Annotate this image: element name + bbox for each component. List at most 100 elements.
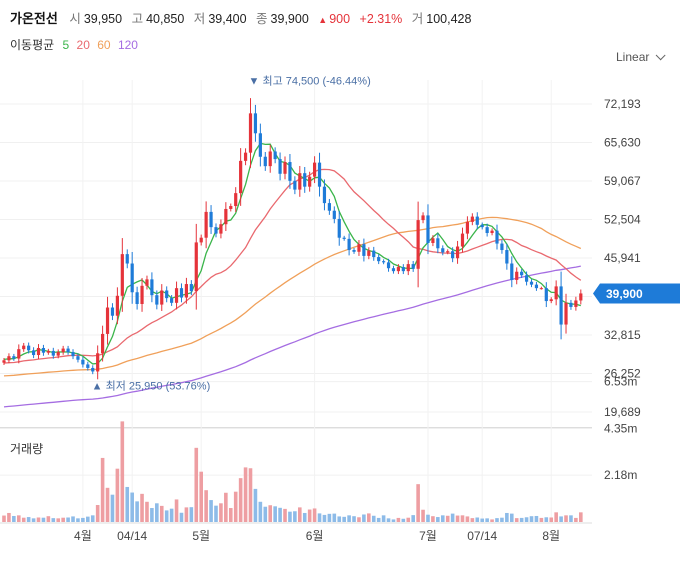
ma5-line xyxy=(3,142,581,365)
candle-body xyxy=(505,250,509,264)
volume-bar xyxy=(475,517,480,522)
volume-bar xyxy=(115,468,120,522)
volume-bar xyxy=(514,518,519,522)
ma5-label[interactable]: 5 xyxy=(62,38,70,52)
price-tick-label: 32,815 xyxy=(604,328,641,342)
volume-bar xyxy=(465,516,470,522)
volume-bar xyxy=(396,517,401,522)
volume-bar xyxy=(411,515,415,522)
scale-selector-value: Linear xyxy=(616,50,650,64)
candle-body xyxy=(110,307,115,316)
stock-header: 가온전선 시 39,950 고 40,850 저 39,400 종 39,900 ▲ 90… xyxy=(10,8,477,28)
candle-body xyxy=(490,230,494,234)
volume-bar xyxy=(470,518,475,522)
volume-bar xyxy=(248,468,253,522)
volume-bar xyxy=(214,505,218,522)
price-tick-label: 65,630 xyxy=(604,136,641,150)
volume-bar xyxy=(209,500,213,522)
volume-bar xyxy=(51,518,56,522)
volume-bar xyxy=(367,513,371,522)
candle-body xyxy=(229,206,233,209)
volume-bar xyxy=(56,518,61,522)
volume-bar xyxy=(539,517,544,522)
candle-body xyxy=(115,295,119,316)
price-tick-label: 52,504 xyxy=(604,213,641,227)
candle-body xyxy=(406,264,410,272)
volume-bar xyxy=(406,517,411,522)
time-tick-label: 5월 xyxy=(192,529,210,543)
low-label: 저 xyxy=(193,12,206,26)
candle-body xyxy=(579,293,583,301)
volume-bar xyxy=(145,501,149,522)
candle-body xyxy=(500,243,504,251)
volume-label: 거 xyxy=(411,12,424,26)
candle-body xyxy=(7,356,11,361)
ma60-label[interactable]: 60 xyxy=(97,38,111,52)
candle-body xyxy=(204,211,208,238)
candle-body xyxy=(367,250,371,256)
volume-bar xyxy=(495,518,499,522)
volume-bar xyxy=(140,493,144,522)
volume-bar xyxy=(219,503,223,522)
volume-bar xyxy=(357,517,361,522)
candle-body xyxy=(145,279,149,286)
candle-body xyxy=(569,302,573,307)
volume-bar xyxy=(416,484,420,522)
ma120-label[interactable]: 120 xyxy=(117,38,138,52)
ma20-label[interactable]: 20 xyxy=(76,38,90,52)
volume-bar xyxy=(36,517,41,522)
volume-bar xyxy=(12,515,16,522)
ma120-line xyxy=(3,265,581,408)
volume-bar xyxy=(564,515,568,522)
volume-bar xyxy=(61,517,65,522)
volume-bar xyxy=(327,513,332,522)
candle-body xyxy=(475,216,479,225)
candle-body xyxy=(391,268,396,272)
candle-body xyxy=(470,216,474,222)
grid xyxy=(0,80,592,523)
candle-body xyxy=(96,353,100,372)
up-arrow-icon: ▲ xyxy=(318,15,328,25)
volume-tick-label: 6.53m xyxy=(604,375,637,389)
candle-body xyxy=(431,238,435,243)
candle-body xyxy=(17,349,21,359)
volume-bar xyxy=(150,508,154,522)
candle-body xyxy=(243,152,248,161)
volume-bar xyxy=(391,519,396,522)
candle-body xyxy=(125,254,129,264)
volume-bar xyxy=(485,518,489,522)
volume-bar xyxy=(288,511,292,522)
volume-bar xyxy=(574,517,578,522)
candle-body xyxy=(524,275,529,282)
candle-body xyxy=(219,224,223,234)
volume-bar xyxy=(194,447,199,522)
volume-bar xyxy=(302,512,307,522)
volume-bar xyxy=(569,515,573,522)
candle-body xyxy=(155,295,159,305)
candle-body xyxy=(258,133,262,157)
volume-bar xyxy=(440,515,445,522)
current-price-badge xyxy=(593,283,680,304)
candle-body xyxy=(91,367,95,372)
candle-body xyxy=(534,284,539,289)
volume-bar xyxy=(317,513,322,522)
volume-bar xyxy=(189,507,194,522)
price-tick-label: 72,193 xyxy=(604,97,641,111)
volume-bar xyxy=(554,512,558,522)
volume-bar xyxy=(293,511,297,522)
volume-bar xyxy=(169,508,174,522)
candle-body xyxy=(436,238,440,249)
current-price-label: 39,900 xyxy=(606,287,643,301)
volume-bar xyxy=(41,517,46,522)
scale-selector[interactable]: Linear xyxy=(616,50,666,64)
volume-bar xyxy=(337,516,342,522)
volume-bar xyxy=(86,516,90,522)
volume-bar xyxy=(224,492,228,522)
candle-body xyxy=(174,288,179,303)
volume-bar xyxy=(110,494,115,522)
candle-body xyxy=(27,345,31,351)
candle-body xyxy=(140,285,144,304)
candle-body xyxy=(66,348,70,353)
volume-bar xyxy=(386,518,391,522)
